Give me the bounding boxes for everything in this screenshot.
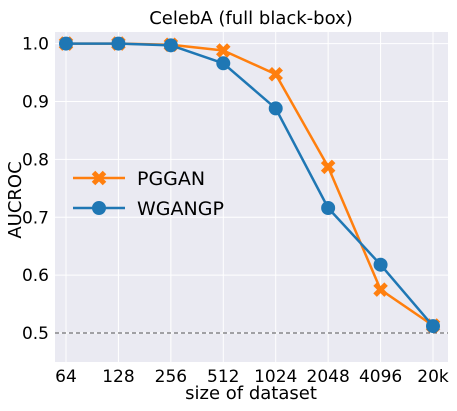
legend-item-pggan: PGGAN <box>73 168 205 190</box>
y-tick-labels: 0.5 0.6 0.7 0.8 0.9 1.0 <box>22 35 49 344</box>
chart-title: CelebA (full black-box) <box>149 8 353 29</box>
data-point-pggan <box>216 43 231 58</box>
legend: PGGAN WGANGP <box>73 168 224 220</box>
data-point-wgangp <box>59 36 73 51</box>
x-tick-labels: 64 128 256 512 1024 2048 4096 20k <box>55 367 449 387</box>
data-point-wgangp <box>426 319 440 334</box>
series-layer <box>58 36 441 334</box>
x-tick-label: 64 <box>55 367 77 387</box>
data-point-pggan <box>373 282 388 297</box>
x-tick-label: 20k <box>417 367 449 387</box>
data-point-pggan <box>320 159 336 175</box>
data-point-wgangp <box>163 38 178 53</box>
y-tick-label: 1.0 <box>22 35 49 55</box>
data-point-pggan <box>268 66 283 82</box>
y-tick-label: 0.9 <box>22 92 49 112</box>
x-tick-label: 256 <box>155 367 187 387</box>
y-tick-label: 0.8 <box>22 150 49 170</box>
x-tick-label: 1024 <box>254 367 297 387</box>
legend-label: WGANGP <box>137 198 224 220</box>
data-point-wgangp <box>268 101 283 116</box>
legend-marker <box>92 201 106 215</box>
x-axis-title: size of dataset <box>185 383 317 404</box>
y-tick-label: 0.6 <box>22 266 49 286</box>
legend-marker <box>91 170 107 186</box>
grid <box>55 32 448 362</box>
series-wgangp <box>59 36 440 334</box>
data-point-wgangp <box>373 257 388 272</box>
series-line-wgangp <box>66 42 434 327</box>
x-tick-label: 4096 <box>359 367 402 387</box>
legend-item-wgangp: WGANGP <box>73 198 224 220</box>
x-tick-label: 2048 <box>307 367 350 387</box>
data-point-wgangp <box>216 56 231 71</box>
y-tick-label: 0.5 <box>22 324 49 344</box>
y-tick-label: 0.7 <box>22 208 49 228</box>
data-point-wgangp <box>111 36 126 51</box>
x-tick-label: 128 <box>102 367 134 387</box>
legend-label: PGGAN <box>137 168 205 190</box>
plot-background <box>55 32 448 362</box>
y-axis-title: AUCROC <box>5 161 26 238</box>
data-point-wgangp <box>321 201 336 215</box>
x-tick-label: 512 <box>207 367 239 387</box>
